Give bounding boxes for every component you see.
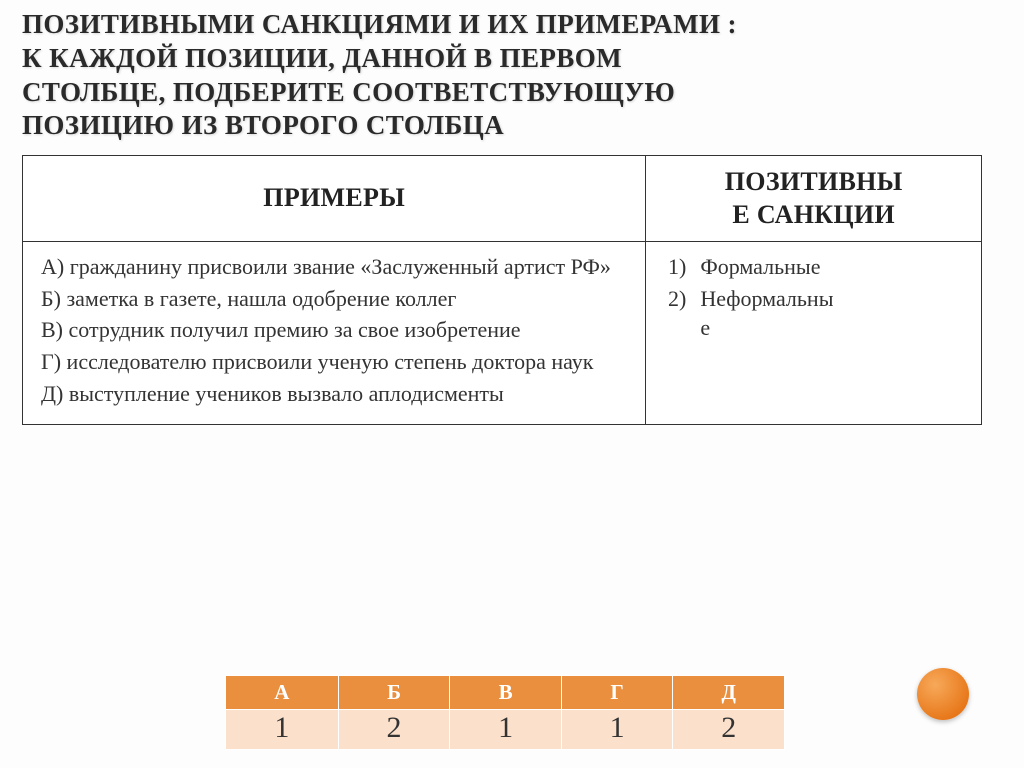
answer-value: 2 (338, 710, 450, 750)
examples-cell: А) гражданину присвоили звание «Заслужен… (23, 242, 646, 425)
sanction-label: Формальные (700, 252, 820, 282)
example-item: А) гражданину присвоили звание «Заслужен… (41, 252, 627, 282)
answer-table-wrap: А Б В Г Д 1 2 1 1 2 (225, 675, 785, 750)
answer-value: 1 (561, 710, 673, 750)
slide-title: ПОЗИТИВНЫМИ САНКЦИЯМИ И ИХ ПРИМЕРАМИ : К… (0, 0, 1024, 155)
answer-header-row: А Б В Г Д (226, 676, 785, 710)
example-item: Г) исследователю присвоили ученую степен… (41, 347, 627, 377)
title-line: К КАЖДОЙ ПОЗИЦИИ, ДАННОЙ В ПЕРВОМ (22, 43, 622, 73)
example-item: В) сотрудник получил премию за свое изоб… (41, 315, 627, 345)
sanction-item: 2) Неформальны е (664, 284, 963, 343)
sanction-item: 1) Формальные (664, 252, 963, 282)
answer-value: 1 (226, 710, 339, 750)
answer-value-row: 1 2 1 1 2 (226, 710, 785, 750)
title-line: СТОЛБЦЕ, ПОДБЕРИТЕ СООТВЕТСТВУЮЩУЮ (22, 77, 675, 107)
answer-value: 2 (673, 710, 785, 750)
answer-table: А Б В Г Д 1 2 1 1 2 (225, 675, 785, 750)
header-sanctions: ПОЗИТИВНЫ Е САНКЦИИ (646, 156, 982, 242)
answer-value: 1 (450, 710, 562, 750)
header-sanctions-l2: Е САНКЦИИ (732, 200, 895, 229)
example-item: Д) выступление учеников вызвало аплодисм… (41, 379, 627, 409)
sanction-num: 1) (664, 252, 686, 282)
answer-letter: А (226, 676, 339, 710)
sanction-label: Неформальны е (700, 284, 833, 343)
header-examples: ПРИМЕРЫ (23, 156, 646, 242)
answer-letter: Г (561, 676, 673, 710)
example-item: Б) заметка в газете, нашла одобрение кол… (41, 284, 627, 314)
decorative-dot (917, 668, 969, 720)
answer-letter: Б (338, 676, 450, 710)
title-line: ПОЗИЦИЮ ИЗ ВТОРОГО СТОЛБЦА (22, 110, 504, 140)
sanction-num: 2) (664, 284, 686, 343)
header-sanctions-l1: ПОЗИТИВНЫ (725, 167, 903, 196)
answer-letter: Д (673, 676, 785, 710)
title-line: ПОЗИТИВНЫМИ САНКЦИЯМИ И ИХ ПРИМЕРАМИ : (22, 9, 737, 39)
matching-table: ПРИМЕРЫ ПОЗИТИВНЫ Е САНКЦИИ А) гражданин… (22, 155, 982, 425)
sanctions-cell: 1) Формальные 2) Неформальны е (646, 242, 982, 425)
answer-letter: В (450, 676, 562, 710)
